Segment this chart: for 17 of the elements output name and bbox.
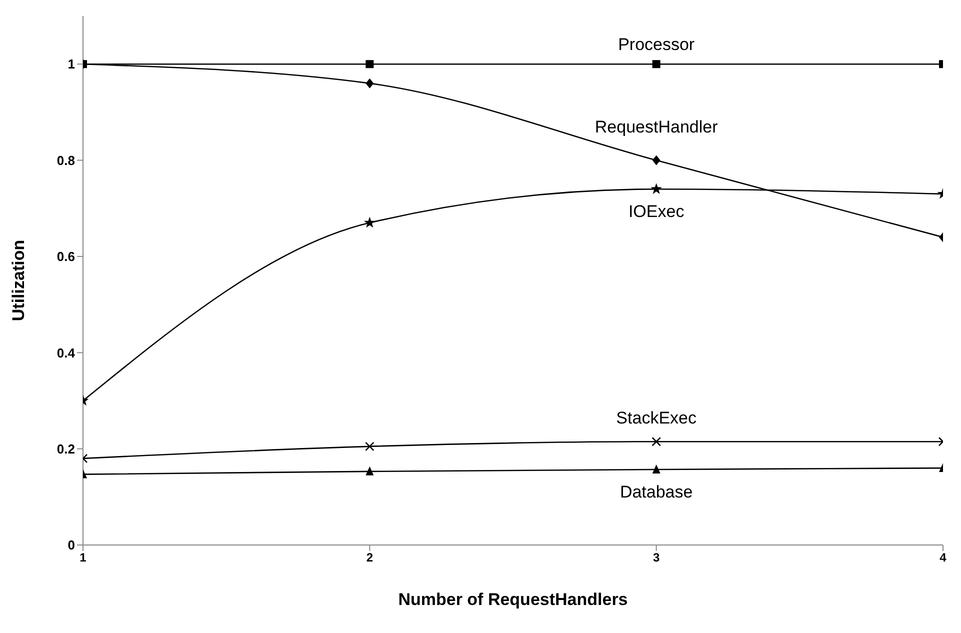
y-tick-label: 0.8 [56,152,75,168]
y-tick-label: 0.4 [56,345,76,360]
series-label: Database [620,482,693,502]
x-axis-title: Number of RequestHandlers [398,590,628,609]
y-tick-label: 0.2 [56,441,75,456]
x-tick-label: 1 [80,550,87,565]
y-tick-label: 0.6 [56,249,75,264]
y-tick-label: 1 [68,56,75,72]
series-label: IOExec [628,202,685,222]
series-label: StackExec [616,408,697,428]
x-tick-label: 4 [940,550,947,565]
y-tick-label: 0 [68,538,75,553]
y-axis-title: Utilization [9,240,28,322]
series-label: RequestHandler [594,117,718,136]
x-tick-label: 2 [366,550,374,565]
x-tick-label: 3 [652,550,660,565]
series-label: Processor [618,35,695,54]
